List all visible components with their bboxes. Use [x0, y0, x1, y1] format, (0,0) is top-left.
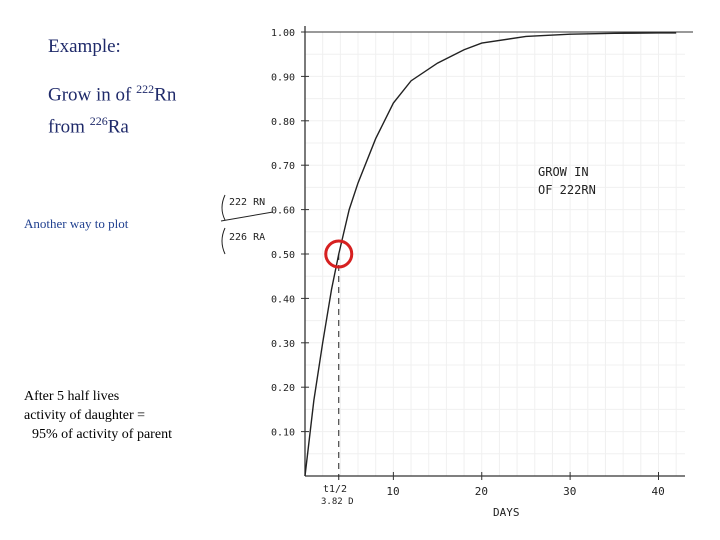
y-tick-label: 0.50 [271, 250, 295, 261]
chart-series [304, 32, 677, 477]
heading-line-2-superscript: 226 [89, 114, 108, 129]
slide-title: Example: [48, 36, 121, 57]
x-tick-label: 30 [563, 485, 576, 498]
slide-heading: Grow in of 222Rn from 226Ra [48, 76, 176, 141]
bottom-note-line-3: 95% of activity of parent [32, 427, 172, 442]
chart-ticks: 0.10 0.20 0.30 0.40 0.50 0.60 0.70 0.80 0.90 1.00… [271, 28, 665, 498]
grow-in-chart: 0.10 0.20 0.30 0.40 0.50 0.60 0.70 0.80 0.90 1.00… [220, 26, 693, 519]
y-tick-label: 0.80 [271, 117, 295, 128]
x-tick-label: 10 [386, 485, 399, 498]
heading-line-2-element: Ra [107, 116, 129, 138]
half-life-highlight-circle [324, 239, 354, 269]
y-axis-label-bottom: 226 RA [229, 232, 265, 243]
x-tick-label: 40 [651, 485, 664, 498]
heading-line-1-element: Rn [154, 84, 177, 106]
y-tick-label: 1.00 [271, 28, 295, 39]
heading-line-1-superscript: 222 [136, 82, 155, 96]
y-tick-label: 0.40 [271, 294, 295, 305]
y-tick-label: 0.60 [271, 206, 295, 217]
heading-line-1-text: Grow in of [48, 84, 137, 106]
ylabel-bottom-bracket [221, 227, 226, 255]
heading-line-2: from 226Ra [48, 108, 176, 140]
chart-grid [304, 31, 685, 477]
side-note: Another way to plot [24, 216, 129, 231]
y-tick-label: 0.70 [271, 161, 295, 172]
grow-in-curve [304, 32, 677, 477]
y-axis-label-top: 222 RN [229, 197, 265, 208]
x-axis-label: DAYS [493, 506, 520, 519]
y-tick-label: 0.30 [271, 339, 295, 350]
heading-line-2-text: from [48, 116, 90, 138]
heading-line-1: Grow in of 222Rn [48, 76, 176, 108]
bottom-note: After 5 half lives activity of daughter … [24, 387, 172, 444]
half-life-label: t1/2 [323, 484, 347, 495]
bottom-note-line-2: activity of daughter = [24, 408, 146, 423]
ylabel-top-bracket [221, 194, 226, 221]
x-tick-label: 20 [475, 485, 488, 498]
y-tick-label: 0.10 [271, 428, 295, 439]
chart-annotations [324, 239, 354, 484]
half-life-value: 3.82 D [321, 497, 354, 507]
ylabel-fraction-bar [220, 211, 274, 222]
bottom-note-line-1: After 5 half lives [24, 389, 120, 404]
chart-title-line-1: GROW IN [538, 165, 589, 179]
y-tick-label: 0.90 [271, 72, 295, 83]
chart-axes [304, 26, 693, 477]
chart-title-line-2: OF 222RN [538, 183, 596, 197]
y-tick-label: 0.20 [271, 383, 295, 394]
